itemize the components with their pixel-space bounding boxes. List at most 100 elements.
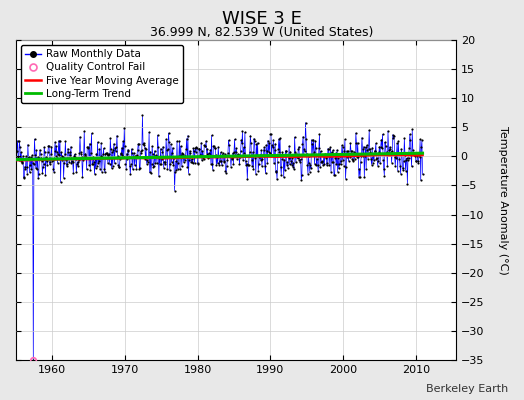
Point xyxy=(308,141,316,147)
Point xyxy=(34,175,42,181)
Text: 36.999 N, 82.539 W (United States): 36.999 N, 82.539 W (United States) xyxy=(150,26,374,39)
Point xyxy=(394,168,402,174)
Point xyxy=(14,154,23,161)
Point xyxy=(289,164,297,170)
Point xyxy=(397,146,406,152)
Point xyxy=(244,162,252,168)
Point xyxy=(352,140,361,146)
Point xyxy=(26,162,35,168)
Point xyxy=(282,162,291,168)
Point xyxy=(242,158,250,164)
Point xyxy=(147,170,155,176)
Point xyxy=(352,130,360,136)
Point xyxy=(30,161,38,168)
Point xyxy=(200,142,209,148)
Point xyxy=(266,130,275,137)
Point xyxy=(153,160,161,166)
Point xyxy=(349,157,357,164)
Point xyxy=(122,166,130,172)
Point xyxy=(35,171,43,178)
Point xyxy=(38,170,47,176)
Point xyxy=(259,147,268,154)
Point xyxy=(364,146,373,152)
Point xyxy=(299,133,307,140)
Point xyxy=(406,137,414,143)
Point xyxy=(379,157,387,163)
Point xyxy=(343,148,351,154)
Point xyxy=(172,167,181,173)
Point xyxy=(395,156,403,162)
Point xyxy=(256,157,265,164)
Point xyxy=(30,136,39,142)
Point xyxy=(27,154,35,161)
Point xyxy=(310,149,318,156)
Point xyxy=(27,166,36,173)
Point xyxy=(269,144,277,150)
Point xyxy=(260,144,268,151)
Point xyxy=(235,152,243,158)
Point xyxy=(36,146,44,153)
Point xyxy=(287,162,296,168)
Point xyxy=(43,162,51,168)
Point xyxy=(248,163,256,169)
Point xyxy=(271,140,279,147)
Point xyxy=(136,150,145,156)
Point xyxy=(39,164,47,170)
Point xyxy=(178,163,186,170)
Point xyxy=(118,152,127,158)
Point xyxy=(402,155,411,162)
Point xyxy=(292,159,300,166)
Point xyxy=(73,158,82,165)
Point xyxy=(83,144,92,150)
Point xyxy=(384,128,392,134)
Point xyxy=(98,154,106,160)
Point xyxy=(225,142,233,148)
Point xyxy=(155,173,163,180)
Point xyxy=(160,158,168,165)
Point xyxy=(138,112,147,118)
Point xyxy=(108,148,116,155)
Point xyxy=(104,152,113,159)
Point xyxy=(402,156,410,163)
Point xyxy=(247,157,256,163)
Point xyxy=(53,149,61,155)
Point xyxy=(101,150,110,157)
Point xyxy=(209,143,217,149)
Point xyxy=(70,153,78,160)
Point xyxy=(389,134,398,141)
Point xyxy=(362,166,370,172)
Point xyxy=(236,148,245,154)
Point xyxy=(194,146,203,153)
Point xyxy=(312,162,321,168)
Point xyxy=(281,148,290,154)
Point xyxy=(66,149,74,156)
Point xyxy=(316,148,325,154)
Point xyxy=(96,153,105,160)
Point xyxy=(121,161,129,167)
Point xyxy=(313,162,322,168)
Point xyxy=(213,160,222,166)
Point xyxy=(227,154,236,161)
Point xyxy=(300,146,309,152)
Point xyxy=(387,148,395,155)
Point xyxy=(414,160,422,166)
Point xyxy=(179,159,188,166)
Point xyxy=(54,151,62,158)
Point xyxy=(354,140,362,146)
Point xyxy=(310,161,319,167)
Point xyxy=(231,136,239,142)
Point xyxy=(243,160,251,167)
Point xyxy=(58,157,67,163)
Point xyxy=(93,163,101,169)
Point xyxy=(262,142,270,148)
Point xyxy=(201,143,209,149)
Point xyxy=(335,165,343,172)
Point xyxy=(89,161,97,167)
Point xyxy=(228,150,237,156)
Point xyxy=(50,168,58,175)
Point xyxy=(125,153,133,160)
Point xyxy=(144,159,152,165)
Point xyxy=(320,153,328,160)
Point xyxy=(182,136,191,142)
Point xyxy=(316,164,324,170)
